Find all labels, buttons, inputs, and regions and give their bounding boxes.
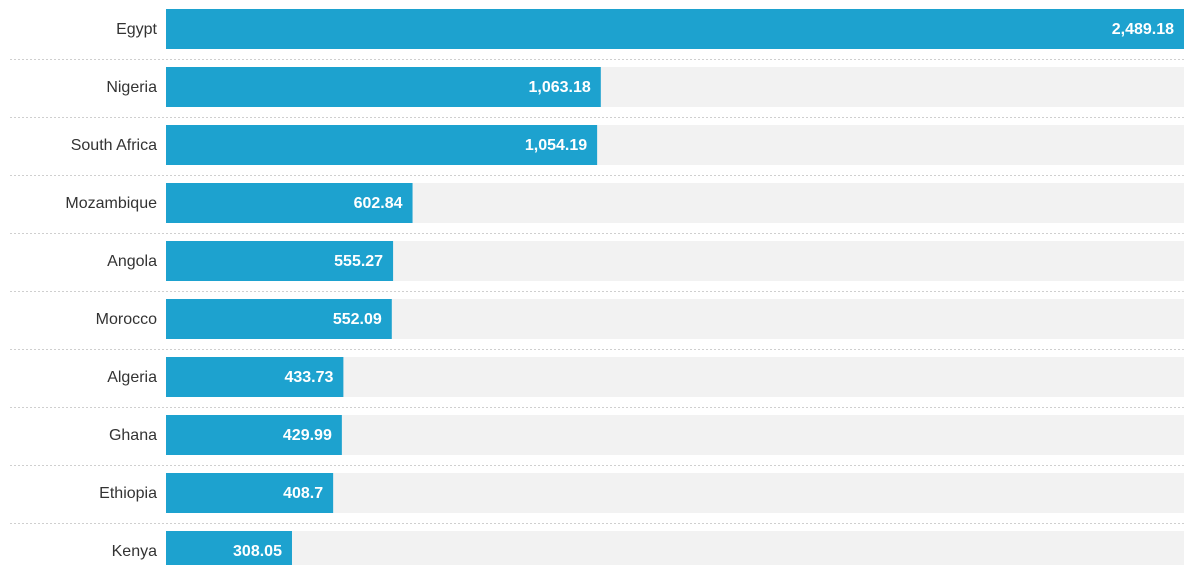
value-label: 602.84	[354, 195, 403, 212]
category-label: Mozambique	[65, 195, 157, 212]
value-label: 1,063.18	[529, 79, 591, 96]
bar	[166, 9, 1184, 49]
category-label: South Africa	[71, 137, 157, 154]
value-label: 555.27	[334, 253, 383, 270]
value-label: 433.73	[284, 369, 333, 386]
value-label: 2,489.18	[1112, 21, 1174, 38]
value-label: 552.09	[333, 311, 382, 328]
category-label: Ghana	[109, 427, 157, 444]
bar	[166, 531, 292, 565]
bar	[166, 183, 413, 223]
bar-track	[166, 473, 1184, 513]
value-label: 429.99	[283, 427, 332, 444]
bar	[166, 357, 344, 397]
value-label: 1,054.19	[525, 137, 587, 154]
category-label: Morocco	[96, 311, 157, 328]
bar-track	[166, 531, 1184, 565]
bar	[166, 473, 334, 513]
category-label: Nigeria	[106, 79, 157, 96]
category-label: Algeria	[107, 369, 157, 386]
category-label: Kenya	[112, 543, 157, 560]
value-label: 308.05	[233, 543, 282, 560]
category-label: Angola	[107, 253, 157, 270]
category-label: Ethiopia	[99, 485, 157, 502]
bar	[166, 241, 394, 281]
category-label: Egypt	[116, 21, 157, 38]
bar	[166, 67, 601, 107]
value-label: 408.7	[283, 485, 323, 502]
bar	[166, 125, 598, 165]
bar	[166, 299, 392, 339]
bar	[166, 415, 342, 455]
